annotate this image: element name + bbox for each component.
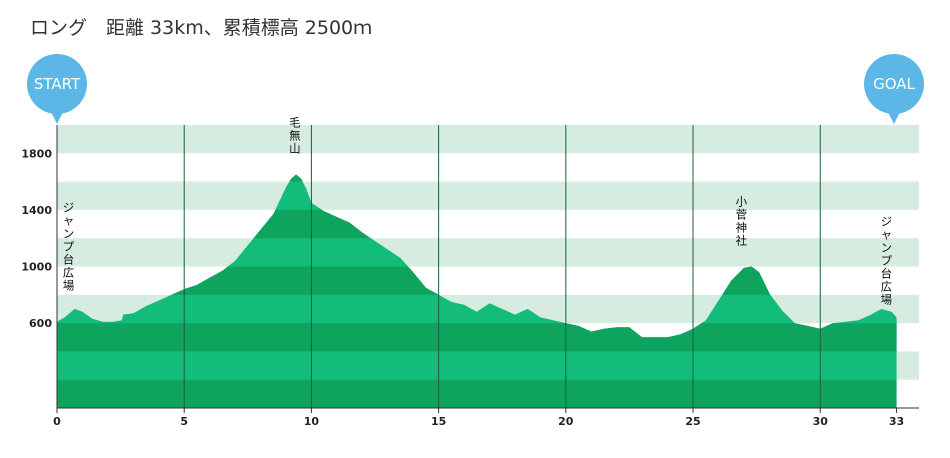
start-marker-pointer (51, 112, 63, 124)
elevation-stripe (57, 266, 897, 295)
goal-marker-pointer (888, 112, 901, 124)
x-tick-label: 25 (685, 415, 700, 428)
x-tick-label: 0 (53, 415, 61, 428)
goal-marker-badge (864, 54, 925, 114)
y-tick-label: 1800 (21, 147, 52, 160)
annotation-label: ジャンプ台広場 (881, 214, 893, 306)
goal-marker: GOAL (864, 54, 925, 124)
markers: START GOAL (27, 54, 925, 124)
grid-lines (183, 125, 821, 408)
annotation-label: 小菅神社 (736, 195, 748, 248)
x-tick-label: 10 (304, 415, 320, 428)
elevation-stripe (57, 323, 897, 352)
annotation: 毛無山 (289, 115, 301, 155)
x-tick-label: 15 (431, 415, 446, 428)
start-marker: START (27, 54, 87, 124)
y-tick-label: 1000 (21, 261, 52, 274)
y-tick-label: 600 (29, 317, 52, 330)
elevation-stripe (57, 379, 897, 408)
elevation-stripe (57, 209, 897, 239)
annotation-label: 毛無山 (289, 115, 301, 155)
annotation-label: ジャンプ台広場 (63, 200, 75, 292)
grid-band (57, 238, 919, 267)
axes (56, 125, 919, 409)
x-tick-label: 30 (813, 415, 829, 428)
grid-band (57, 181, 919, 210)
x-tick-label: 33 (889, 415, 904, 428)
x-axis-ticks: 0 5 10 15 20 25 30 33 (53, 408, 904, 428)
goal-marker-label: GOAL (873, 75, 915, 93)
chart-title: ロング 距離 33km、累積標高 2500ｍ (30, 17, 372, 39)
x-tick-label: 5 (180, 415, 188, 428)
grid-band (57, 125, 919, 154)
start-marker-badge (27, 54, 87, 114)
annotation: ジャンプ台広場 (63, 200, 75, 292)
y-tick-label: 1400 (21, 204, 52, 217)
elevation-stripe (57, 174, 897, 182)
y-axis-ticks: 600 1000 1400 1800 (21, 147, 52, 330)
annotation: 小菅神社 (736, 195, 748, 248)
x-tick-label: 20 (558, 415, 574, 428)
start-marker-label: START (34, 75, 81, 93)
annotation: ジャンプ台広場 (881, 214, 893, 306)
